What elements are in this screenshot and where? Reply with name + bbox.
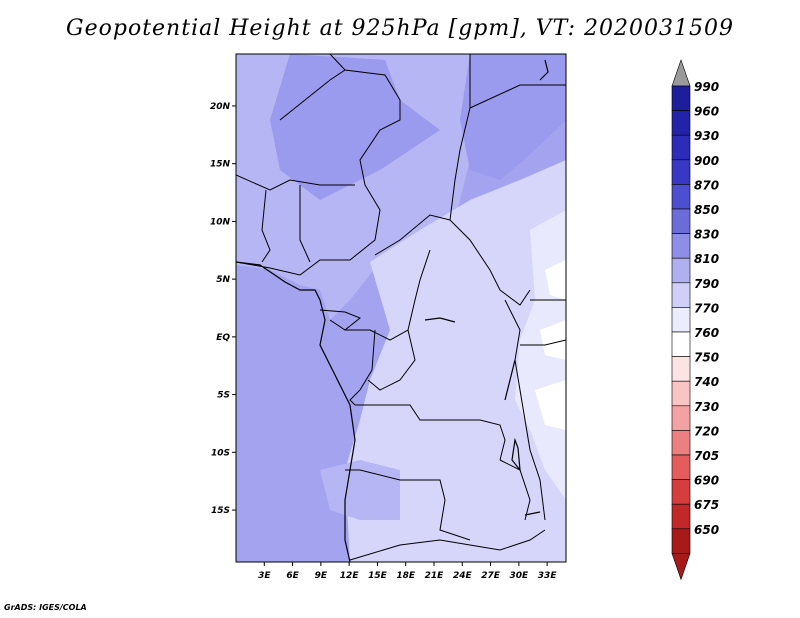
legend-swatch: [671, 503, 691, 530]
legend-label: 690: [694, 474, 719, 488]
legend-swatch: [671, 134, 691, 161]
legend-label: 930: [694, 129, 719, 143]
legend-swatch: [671, 208, 691, 234]
legend-swatch: [671, 356, 691, 382]
latitude-axis: 20N 15N 10N 5N EQ 5S 10S 15S: [210, 102, 236, 516]
legend-label: 960: [694, 105, 719, 119]
lat-label: 20N: [210, 102, 231, 112]
legend-swatch: [671, 528, 691, 554]
legend-label: 850: [694, 203, 719, 217]
legend-label: 830: [694, 228, 719, 242]
legend-label: 720: [694, 424, 719, 438]
legend-label: 990: [694, 80, 719, 94]
legend-swatch: [671, 110, 691, 136]
lon-label: 12E: [340, 571, 360, 581]
legend-label: 740: [694, 375, 719, 389]
plot-frame: [235, 53, 567, 563]
lon-label: 27E: [481, 571, 501, 581]
legend-swatch: [671, 282, 691, 308]
legend-label: 705: [694, 449, 719, 463]
legend-label: 730: [694, 400, 719, 414]
legend-swatch: [671, 184, 691, 210]
lon-label: 33E: [538, 571, 558, 581]
lon-label: 24E: [453, 571, 473, 581]
grads-credit: GrADS: IGES/COLA: [4, 603, 87, 612]
legend-label: 810: [694, 252, 719, 266]
lat-label: 10S: [211, 448, 230, 458]
lat-label: 5S: [217, 391, 230, 401]
lat-label: 10N: [210, 217, 231, 227]
legend-label: 790: [694, 277, 719, 291]
legend-label: 900: [694, 154, 719, 168]
legend-swatch: [671, 380, 691, 407]
legend-label: 770: [694, 301, 719, 315]
legend-label: 760: [694, 326, 719, 340]
legend-swatch: [671, 159, 691, 185]
lon-label: 30E: [510, 571, 530, 581]
legend-swatch: [671, 430, 691, 456]
lat-label: 5N: [216, 275, 230, 285]
lon-label: 18E: [396, 571, 416, 581]
longitude-axis: 3E 6E 9E 12E 15E 18E 21E 24E 27E 30E 33E: [258, 562, 557, 581]
legend-label: 675: [694, 498, 719, 512]
lon-label: 15E: [368, 571, 388, 581]
field-highest-1: [545, 260, 566, 300]
field-sahel-low: [270, 54, 440, 200]
legend-swatch: [671, 257, 691, 284]
coastline: [236, 59, 549, 562]
lon-label: 9E: [315, 571, 328, 581]
legend-label: 650: [694, 523, 719, 537]
legend-swatch: [671, 405, 691, 431]
lon-label: 21E: [425, 571, 445, 581]
lat-label: EQ: [216, 333, 230, 343]
lat-label: 15S: [211, 506, 230, 516]
legend-swatch: [671, 307, 691, 333]
field-central: [345, 160, 566, 562]
lat-label: 15N: [210, 160, 231, 170]
legend-swatch: [671, 233, 691, 259]
legend-bottom-arrow: [671, 553, 691, 581]
legend-label: 750: [694, 351, 719, 365]
legend-top-arrow: [671, 59, 691, 87]
legend-swatch: [671, 85, 691, 111]
legend-swatch: [671, 454, 691, 480]
legend-label: 870: [694, 178, 719, 192]
map-title: Geopotential Height at 925hPa [gpm], VT:…: [66, 16, 734, 41]
field-highest-3: [540, 320, 566, 360]
country-borders: [236, 54, 566, 561]
lon-label: 3E: [258, 571, 271, 581]
lon-label: 6E: [286, 571, 299, 581]
legend-swatch: [671, 331, 691, 357]
field-highest-2: [535, 380, 566, 430]
legend-swatch: [671, 479, 691, 505]
